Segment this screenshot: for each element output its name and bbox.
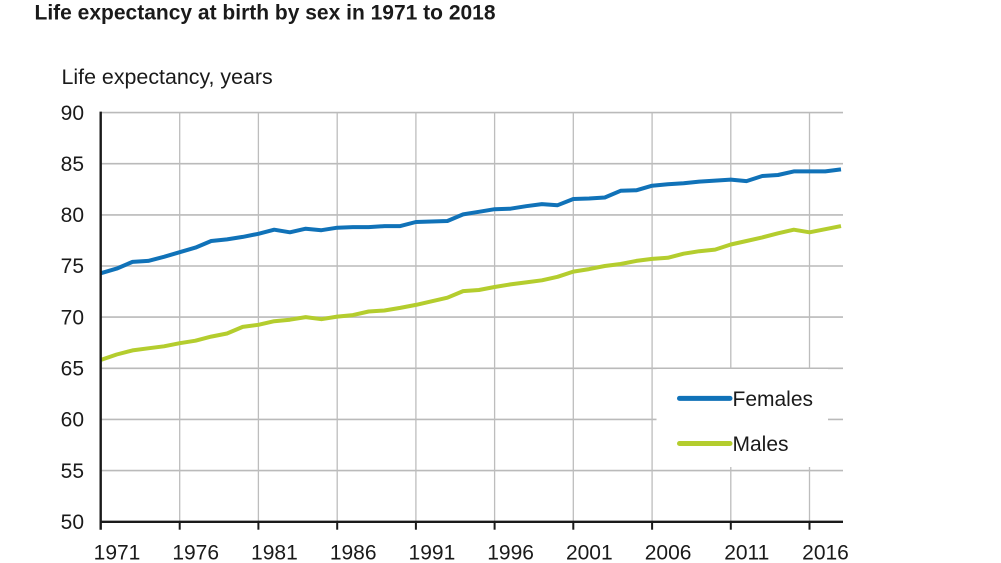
svg-text:50: 50: [61, 511, 84, 534]
svg-text:1986: 1986: [330, 542, 377, 563]
svg-text:2016: 2016: [802, 542, 849, 563]
svg-text:65: 65: [61, 358, 84, 381]
svg-text:2001: 2001: [566, 542, 613, 563]
svg-text:2011: 2011: [724, 542, 769, 563]
svg-text:Females: Females: [733, 388, 814, 411]
svg-text:70: 70: [61, 306, 84, 329]
svg-text:1976: 1976: [172, 542, 219, 563]
svg-text:Life expectancy, years: Life expectancy, years: [62, 65, 273, 89]
svg-text:60: 60: [61, 409, 84, 432]
svg-text:75: 75: [61, 255, 84, 278]
svg-text:1991: 1991: [409, 542, 456, 563]
svg-text:Males: Males: [733, 433, 789, 456]
svg-text:90: 90: [61, 102, 84, 125]
svg-text:80: 80: [61, 204, 84, 227]
svg-text:1996: 1996: [487, 542, 534, 563]
svg-text:2006: 2006: [645, 542, 692, 563]
svg-text:1971: 1971: [94, 542, 141, 563]
svg-text:Life expectancy at birth by se: Life expectancy at birth by sex in 1971 …: [35, 2, 496, 25]
svg-text:85: 85: [61, 153, 84, 176]
svg-text:55: 55: [61, 460, 84, 483]
svg-text:1981: 1981: [251, 542, 298, 563]
